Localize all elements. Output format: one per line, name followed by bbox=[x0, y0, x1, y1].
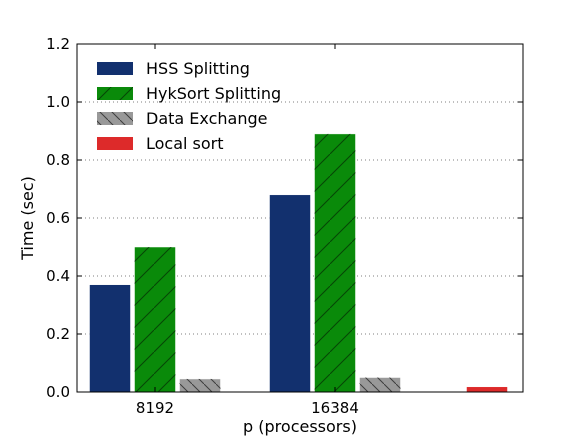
y-tick-label-0: 0.0 bbox=[46, 383, 70, 401]
y-tick-label-5: 1.0 bbox=[46, 93, 70, 111]
legend: HSS Splitting HykSort Splitting Data Excha… bbox=[97, 59, 281, 153]
bar-0-0 bbox=[89, 284, 131, 393]
y-tick-label-1: 0.2 bbox=[46, 325, 70, 343]
bar-hatch-2-0 bbox=[179, 378, 221, 392]
legend-swatch-3 bbox=[97, 137, 133, 150]
legend-label-0: HSS Splitting bbox=[146, 59, 250, 78]
legend-label-2: Data Exchange bbox=[146, 109, 267, 128]
x-tick-label-1: 16384 bbox=[311, 399, 359, 417]
x-axis-label: p (processors) bbox=[243, 417, 357, 436]
legend-swatch-hatch-2 bbox=[97, 112, 133, 125]
y-tick-label-4: 0.8 bbox=[46, 151, 70, 169]
bar-3-1 bbox=[466, 386, 508, 393]
bars bbox=[89, 133, 508, 393]
y-tick-label-6: 1.2 bbox=[46, 35, 70, 53]
y-tick-label-2: 0.4 bbox=[46, 267, 70, 285]
y-axis-label: Time (sec) bbox=[18, 176, 37, 261]
legend-label-3: Local sort bbox=[146, 134, 224, 153]
legend-swatch-0 bbox=[97, 62, 133, 75]
bar-hatch-1-0 bbox=[134, 247, 176, 392]
y-tick-label-3: 0.6 bbox=[46, 209, 70, 227]
bar-0-1 bbox=[269, 194, 311, 393]
legend-swatch-hatch-1 bbox=[97, 87, 133, 100]
bar-hatch-1-1 bbox=[314, 133, 356, 392]
x-tick-label-0: 8192 bbox=[136, 399, 174, 417]
legend-label-1: HykSort Splitting bbox=[146, 84, 281, 103]
axis-ticks: 0.0 0.2 0.4 0.6 0.8 1.0 1.2 8192 16384 bbox=[46, 35, 523, 417]
bar-hatch-2-1 bbox=[359, 377, 401, 392]
